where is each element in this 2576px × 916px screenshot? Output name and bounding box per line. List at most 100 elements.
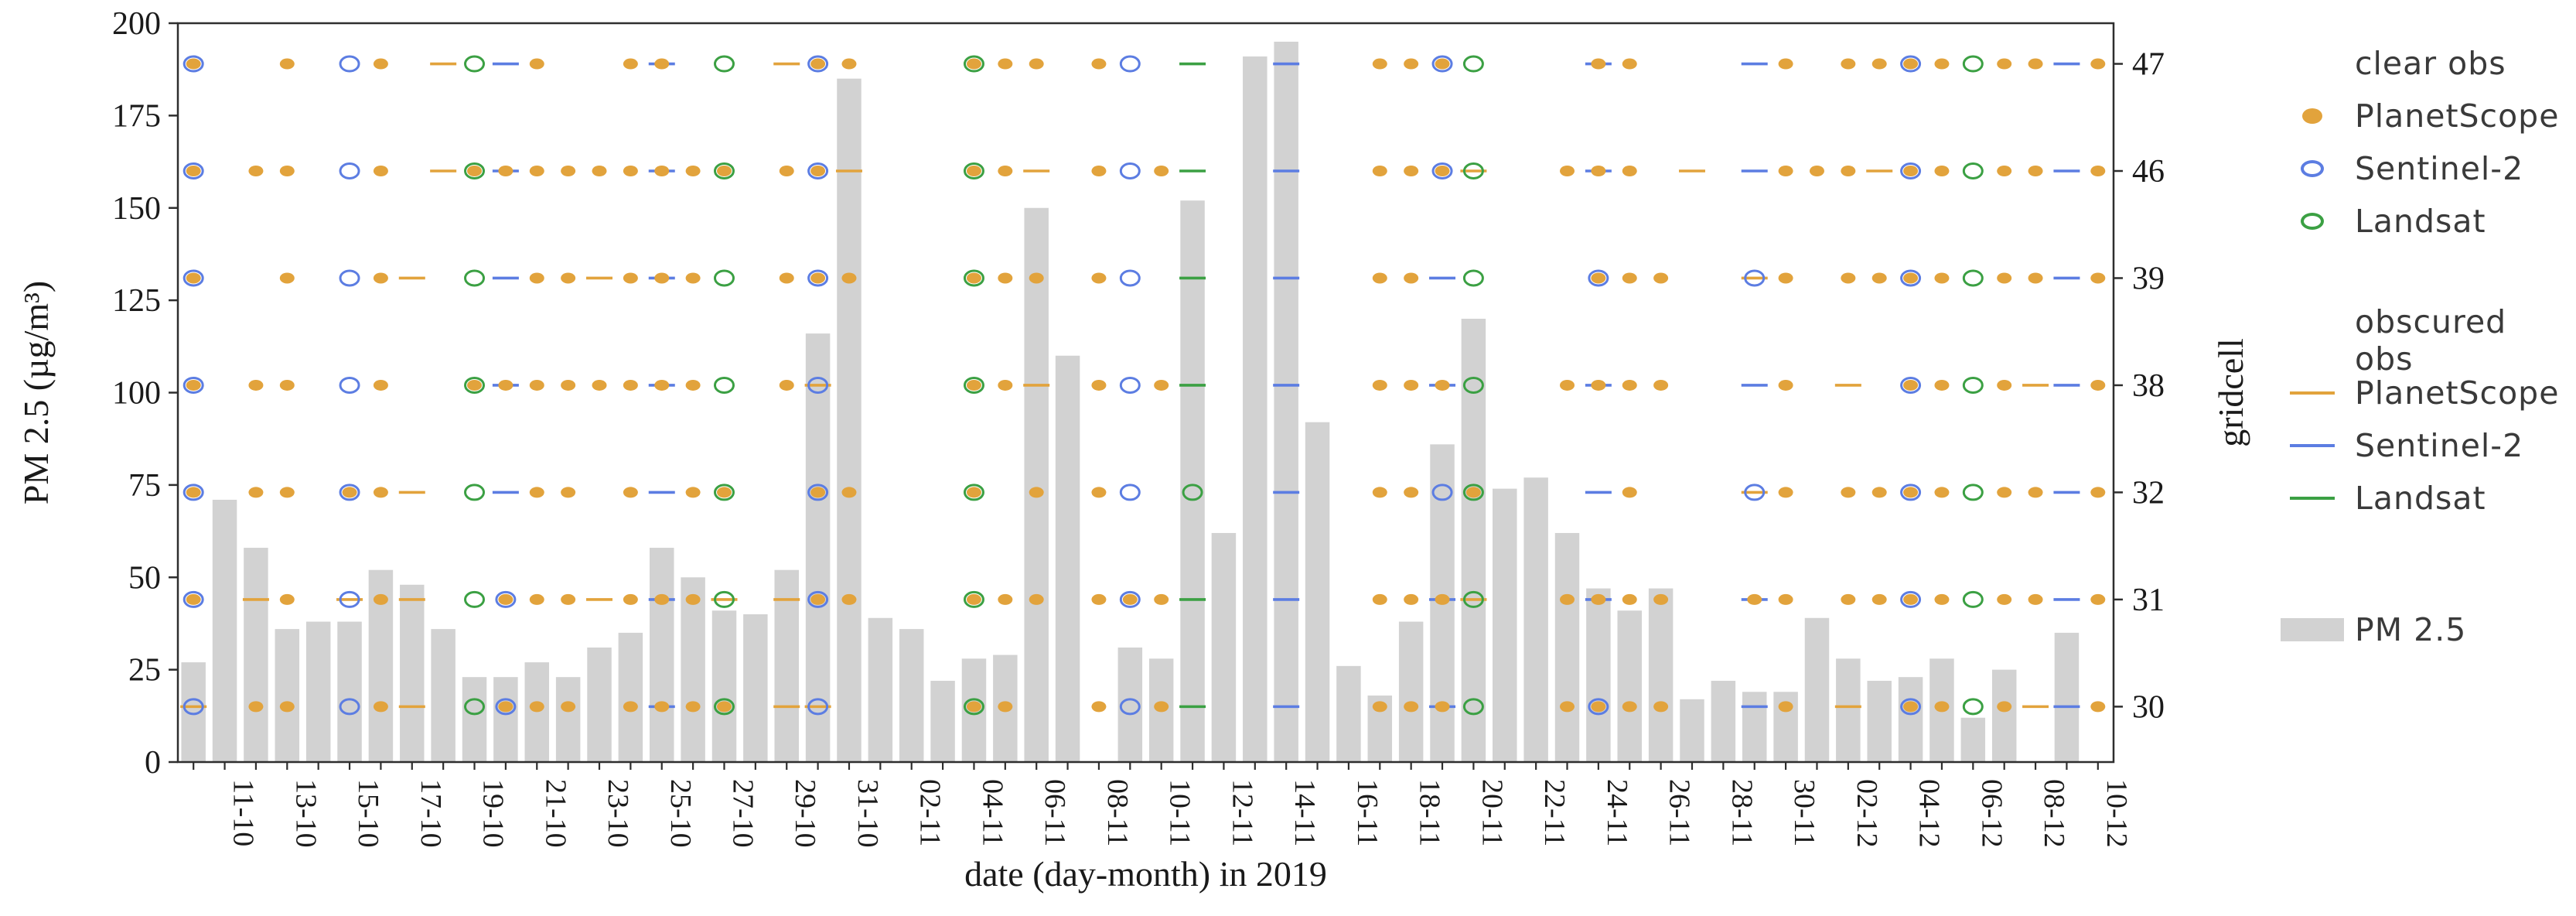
planetscope-clear-marker [966, 593, 981, 605]
planetscope-clear-marker [1372, 379, 1387, 391]
pm25-bar [400, 584, 425, 762]
planetscope-clear-marker [373, 593, 388, 605]
landsat-clear-marker [713, 269, 735, 287]
planetscope-clear-marker [2028, 487, 2043, 498]
y-tick-label: 0 [145, 745, 161, 781]
planetscope-clear-marker [498, 701, 513, 713]
pm25-bar [1586, 588, 1611, 762]
legend-item-label: PlanetScope [2355, 374, 2560, 412]
legend: clear obs PlanetScope Sentinel-2 Landsat… [2270, 37, 2571, 656]
planetscope-clear-marker [716, 166, 732, 176]
landsat-clear-marker [1462, 698, 1484, 716]
planetscope-clear-marker [1154, 379, 1169, 391]
planetscope-clear-marker [1591, 166, 1606, 176]
planetscope-clear-marker [1404, 701, 1419, 713]
planetscope-clear-marker [716, 701, 732, 713]
planetscope-clear-marker [1871, 272, 1887, 284]
pm25-bar [337, 621, 362, 762]
landsat-clear-marker [1462, 376, 1484, 394]
planetscope-clear-marker [1653, 593, 1669, 605]
landsat-obscured-dash-icon [2270, 497, 2355, 500]
legend-item-label: Sentinel-2 [2355, 427, 2524, 464]
planetscope-clear-marker [1029, 272, 1044, 284]
planetscope-clear-marker [1404, 593, 1419, 605]
landsat-clear-marker [464, 698, 486, 716]
planetscope-clear-marker [841, 58, 857, 70]
legend-header-clear-label: clear obs [2355, 45, 2506, 82]
planetscope-clear-marker [810, 487, 826, 498]
pm25-bar [1523, 477, 1548, 762]
planetscope-clear-marker [1934, 701, 1950, 713]
planetscope-clear-marker [1622, 379, 1637, 391]
planetscope-clear-marker [1903, 58, 1919, 70]
x-tick-label: 02-11 [914, 779, 947, 846]
y-tick-label: 75 [128, 468, 161, 504]
pm25-bar [868, 617, 893, 762]
planetscope-clear-marker [373, 58, 388, 70]
legend-item-sentinel2-obscured: Sentinel-2 [2270, 419, 2571, 472]
sentinel-2-clear-marker [1431, 55, 1453, 73]
sentinel-2-clear-marker [807, 55, 829, 73]
sentinel-2-clear-marker [1431, 484, 1453, 501]
sentinel-2-clear-marker [339, 484, 360, 501]
planetscope-clear-marker [1653, 272, 1669, 284]
planetscope-clear-marker [623, 58, 638, 70]
landsat-clear-marker [1962, 55, 1984, 73]
x-tick-label: 21-10 [539, 779, 571, 848]
x-tick-label: 10-12 [2100, 779, 2133, 848]
planetscope-clear-marker [1372, 487, 1387, 498]
planetscope-clear-marker [1435, 166, 1450, 176]
planetscope-clear-marker [373, 379, 388, 391]
pm25-bar [618, 632, 643, 762]
planetscope-clear-marker [1622, 272, 1637, 284]
landsat-clear-marker [963, 376, 984, 394]
planetscope-clear-marker [561, 487, 576, 498]
planetscope-clear-marker [998, 593, 1013, 605]
y-tick-label: 50 [128, 560, 161, 596]
pm25-bar [930, 680, 955, 762]
pm25-bar [431, 629, 455, 762]
sentinel-2-clear-marker [183, 269, 204, 287]
sentinel2-clear-circle-icon [2270, 160, 2355, 177]
planetscope-clear-marker [1560, 166, 1575, 176]
legend-item-planetscope-clear: PlanetScope [2270, 90, 2571, 142]
planetscope-clear-marker [561, 593, 576, 605]
x-tick-label: 15-10 [352, 779, 384, 848]
pm25-bar [2054, 632, 2080, 762]
gridcell-tick-label: 32 [2132, 475, 2165, 511]
legend-item-landsat-clear: Landsat [2270, 195, 2571, 248]
pm25-bar [493, 677, 518, 762]
planetscope-clear-marker [248, 166, 264, 176]
planetscope-clear-marker [529, 593, 544, 605]
planetscope-clear-marker [623, 272, 638, 284]
x-tick-label: 18-11 [1414, 779, 1446, 846]
planetscope-clear-marker [654, 593, 670, 605]
planetscope-clear-marker [186, 593, 201, 605]
planetscope-clear-marker [279, 701, 295, 713]
planetscope-clear-marker [1997, 593, 2012, 605]
landsat-clear-marker [713, 376, 735, 394]
sentinel-2-clear-marker [339, 590, 360, 608]
pm25-bar [1991, 669, 2017, 762]
planetscope-clear-marker [1091, 166, 1107, 176]
x-tick-label: 20-11 [1476, 779, 1508, 846]
planetscope-clear-marker [2028, 58, 2043, 70]
pm25-bar [1554, 532, 1580, 762]
planetscope-clear-marker [1465, 487, 1481, 498]
planetscope-clear-marker [1809, 166, 1824, 176]
gridcell-tick-label: 38 [2132, 368, 2165, 404]
sentinel-2-clear-marker [807, 484, 829, 501]
landsat-clear-marker [1462, 484, 1484, 501]
pm25-bar [244, 548, 268, 762]
sentinel-2-clear-marker [1431, 162, 1453, 179]
planetscope-clear-marker [623, 487, 638, 498]
sentinel-2-clear-marker [1900, 376, 1922, 394]
legend-item-label: Landsat [2355, 480, 2486, 517]
planetscope-clear-marker [248, 379, 264, 391]
planetscope-clear-marker [685, 166, 701, 176]
pm25-bar [462, 677, 487, 762]
pm25-bar [1867, 680, 1892, 762]
planetscope-clear-marker [1560, 701, 1575, 713]
x-tick-label: 06-11 [1039, 779, 1071, 846]
legend-item-sentinel2-clear: Sentinel-2 [2270, 142, 2571, 195]
